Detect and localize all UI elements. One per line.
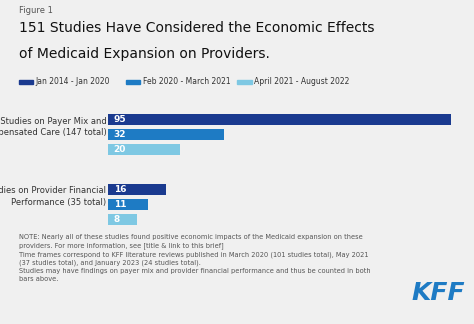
Text: of Medicaid Expansion on Providers.: of Medicaid Expansion on Providers. — [19, 47, 270, 61]
Text: KFF: KFF — [411, 281, 465, 305]
Bar — [108, 129, 224, 140]
Text: # of Studies on Payer Mix and
Uncompensated Care (147 total): # of Studies on Payer Mix and Uncompensa… — [0, 117, 106, 137]
Text: 32: 32 — [114, 130, 126, 139]
Text: 95: 95 — [114, 115, 126, 124]
Text: 16: 16 — [114, 185, 126, 194]
Text: 151 Studies Have Considered the Economic Effects: 151 Studies Have Considered the Economic… — [19, 21, 374, 35]
Bar — [108, 199, 148, 210]
Text: 20: 20 — [114, 145, 126, 154]
Bar — [126, 80, 140, 84]
Text: Figure 1: Figure 1 — [19, 6, 53, 15]
Text: 8: 8 — [114, 215, 120, 224]
Bar — [108, 144, 180, 155]
Bar — [108, 114, 451, 125]
Text: NOTE: Nearly all of these studies found positive economic impacts of the Medicai: NOTE: Nearly all of these studies found … — [19, 234, 370, 282]
Text: 11: 11 — [114, 200, 126, 209]
Bar — [108, 184, 166, 195]
Text: # of Studies on Provider Financial
Performance (35 total): # of Studies on Provider Financial Perfo… — [0, 186, 106, 207]
Bar — [237, 80, 252, 84]
Text: April 2021 - August 2022: April 2021 - August 2022 — [254, 77, 349, 87]
Bar — [108, 214, 137, 225]
Text: Feb 2020 - March 2021: Feb 2020 - March 2021 — [143, 77, 230, 87]
Bar — [19, 80, 33, 84]
Text: Jan 2014 - Jan 2020: Jan 2014 - Jan 2020 — [36, 77, 110, 87]
